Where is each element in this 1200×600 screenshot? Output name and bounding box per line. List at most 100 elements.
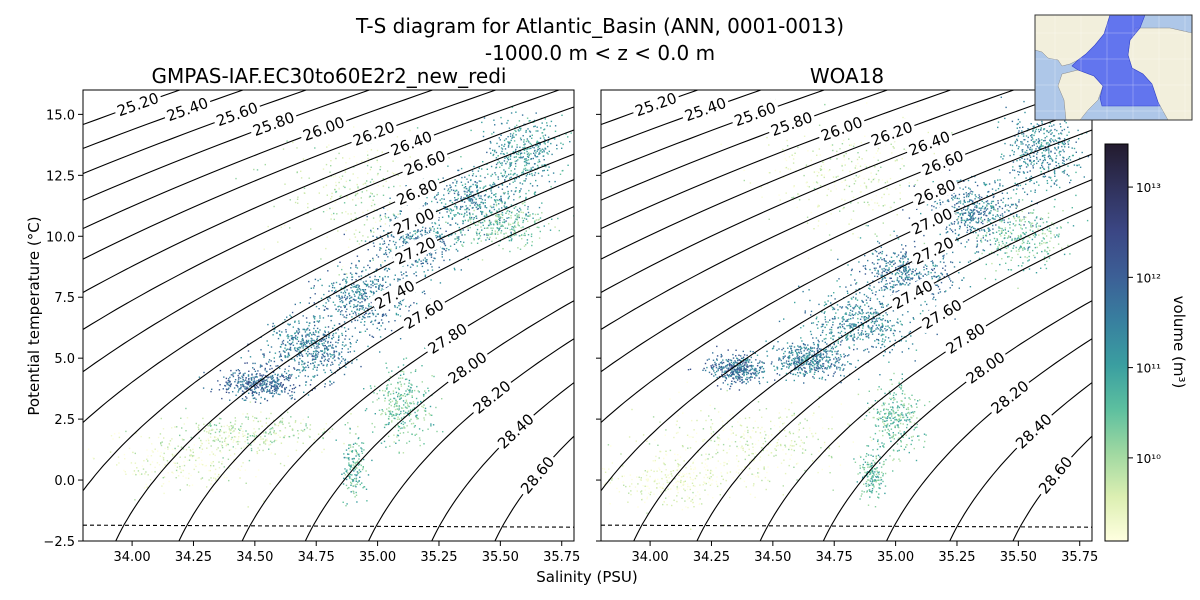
volume-bin [510, 231, 512, 234]
volume-bin [156, 462, 159, 464]
volume-bin [291, 388, 294, 390]
volume-bin [284, 368, 286, 370]
volume-bin [480, 210, 482, 213]
volume-bin [246, 387, 248, 389]
volume-bin [766, 381, 769, 383]
volume-bin [471, 170, 474, 172]
volume-bin [815, 356, 818, 359]
volume-bin [223, 476, 226, 479]
volume-bin [494, 124, 496, 126]
volume-bin [740, 363, 742, 366]
volume-bin [147, 474, 149, 476]
volume-bin [498, 203, 500, 205]
volume-bin [529, 120, 531, 122]
volume-bin [388, 415, 390, 418]
volume-bin [348, 295, 351, 297]
volume-bin [193, 468, 195, 471]
volume-bin [812, 342, 815, 344]
volume-bin [363, 293, 366, 295]
volume-bin [280, 382, 282, 384]
volume-bin [824, 349, 826, 351]
volume-bin [263, 353, 265, 355]
volume-bin [520, 188, 522, 190]
volume-bin [461, 200, 463, 202]
volume-bin [528, 162, 530, 165]
volume-bin [441, 241, 443, 243]
volume-bin [252, 376, 254, 379]
volume-bin [523, 139, 525, 141]
volume-bin [376, 254, 378, 256]
volume-bin [365, 307, 367, 309]
volume-bin [388, 243, 390, 246]
volume-bin [343, 373, 346, 376]
volume-bin [395, 172, 397, 174]
volume-bin [230, 425, 232, 427]
volume-bin [467, 189, 469, 192]
volume-bin [352, 446, 354, 448]
volume-bin [510, 204, 513, 206]
volume-bin [384, 390, 386, 392]
volume-bin [466, 214, 468, 216]
volume-bin [414, 370, 417, 372]
volume-bin [228, 426, 230, 428]
volume-bin [759, 367, 762, 370]
volume-bin [742, 370, 744, 372]
volume-bin [277, 241, 279, 243]
volume-bin [161, 441, 163, 443]
volume-bin [273, 388, 276, 391]
volume-bin [353, 285, 355, 288]
volume-bin [507, 157, 509, 160]
volume-bin [510, 215, 512, 217]
volume-bin [523, 234, 525, 236]
volume-bin [312, 315, 315, 317]
volume-bin [231, 427, 233, 430]
volume-bin [447, 208, 449, 211]
volume-bin [471, 174, 474, 177]
volume-bin [562, 169, 564, 172]
volume-bin [251, 435, 254, 437]
volume-bin [325, 347, 327, 350]
volume-bin [303, 363, 305, 365]
volume-bin [298, 369, 301, 371]
volume-bin [712, 352, 714, 354]
volume-bin [252, 380, 255, 383]
volume-bin [743, 369, 745, 372]
volume-bin [498, 198, 501, 201]
volume-bin [370, 290, 372, 293]
volume-bin [505, 138, 507, 140]
volume-bin [519, 207, 521, 210]
volume-bin [546, 169, 549, 171]
volume-bin [778, 359, 780, 361]
volume-bin [332, 363, 334, 365]
volume-bin [732, 357, 735, 359]
volume-bin [301, 355, 304, 357]
volume-bin [379, 166, 382, 168]
volume-bin [374, 278, 376, 281]
volume-bin [370, 231, 372, 233]
volume-bin [284, 370, 286, 373]
volume-bin [212, 490, 214, 492]
volume-bin [327, 300, 330, 302]
volume-bin [343, 305, 345, 307]
volume-bin [813, 364, 816, 366]
volume-bin [750, 356, 752, 359]
volume-bin [186, 484, 188, 486]
volume-bin [253, 434, 256, 436]
volume-bin [297, 196, 299, 198]
volume-bin [313, 302, 315, 304]
volume-bin [438, 235, 441, 238]
volume-bin [306, 321, 308, 323]
volume-bin [421, 229, 423, 232]
volume-bin [280, 355, 282, 357]
volume-bin [218, 422, 221, 424]
volume-bin [274, 328, 276, 330]
volume-bin [285, 331, 287, 333]
volume-bin [370, 166, 372, 168]
volume-bin [321, 451, 323, 453]
volume-bin [194, 464, 196, 466]
volume-bin [198, 463, 201, 465]
volume-bin [347, 361, 349, 363]
volume-bin [469, 193, 471, 196]
volume-bin [228, 428, 231, 430]
volume-bin [225, 381, 227, 383]
